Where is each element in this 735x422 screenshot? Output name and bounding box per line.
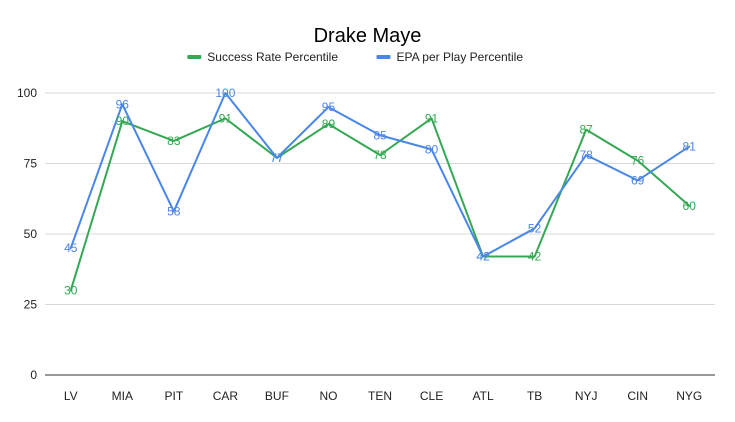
x-tick-label: NYG [676,389,702,403]
data-label: 78 [579,148,593,162]
x-tick-label: CIN [627,389,648,403]
chart-title: Drake Maye [314,25,422,47]
data-label: 77 [270,151,284,165]
series-line-success-rate [69,117,691,292]
y-axis-ticks: 0 25 50 75 100 [17,86,37,382]
data-label: 83 [167,134,181,148]
x-tick-label: TB [527,389,542,403]
data-label: 81 [683,140,697,154]
legend-label: EPA per Play Percentile [397,50,524,64]
y-tick-label: 0 [30,368,37,382]
data-label: 76 [631,154,645,168]
data-label: 85 [373,128,387,142]
y-tick-label: 100 [17,86,37,100]
x-tick-label: NYJ [575,389,598,403]
legend-label: Success Rate Percentile [207,50,338,64]
x-tick-label: LV [64,389,78,403]
data-label: 100 [215,86,235,100]
y-tick-label: 75 [24,157,38,171]
data-label: 42 [528,250,542,264]
data-label: 80 [425,142,439,156]
data-label: 42 [476,250,490,264]
x-tick-label: PIT [165,389,184,403]
data-label: 52 [528,221,542,235]
data-label: 95 [322,100,336,114]
data-label: 45 [64,241,78,255]
data-label: 78 [373,148,387,162]
data-label: 60 [683,199,697,213]
legend-item: Success Rate Percentile [187,50,338,64]
x-axis-ticks: LV MIA PIT CAR BUF NO TEN CLE ATL TB NYJ CIN NYG [64,389,702,403]
legend: Success Rate Percentile EPA per Play Perc… [187,50,523,64]
x-tick-label: CAR [213,389,239,403]
x-tick-label: NO [319,389,337,403]
data-label: 30 [64,283,78,297]
data-label: 90 [116,114,130,128]
data-label: 87 [579,123,593,137]
data-label: 89 [322,117,336,131]
data-label: 91 [219,111,233,125]
series-line-epa-per-play [69,92,691,258]
data-label: 42 [476,250,490,264]
y-tick-label: 25 [24,298,38,312]
data-label: 77 [270,151,284,165]
x-tick-label: TEN [368,389,392,403]
x-tick-label: MIA [112,389,133,403]
data-label: 96 [116,97,130,111]
legend-item: EPA per Play Percentile [376,50,524,64]
y-tick-label: 50 [24,227,38,241]
data-label: 91 [425,111,439,125]
x-tick-label: CLE [420,389,443,403]
data-label: 58 [167,204,181,218]
legend-swatch [187,55,202,59]
x-tick-label: ATL [473,389,494,403]
x-tick-label: BUF [265,389,289,403]
data-label: 69 [631,173,645,187]
series-lines [69,92,691,292]
legend-swatch [376,55,391,59]
